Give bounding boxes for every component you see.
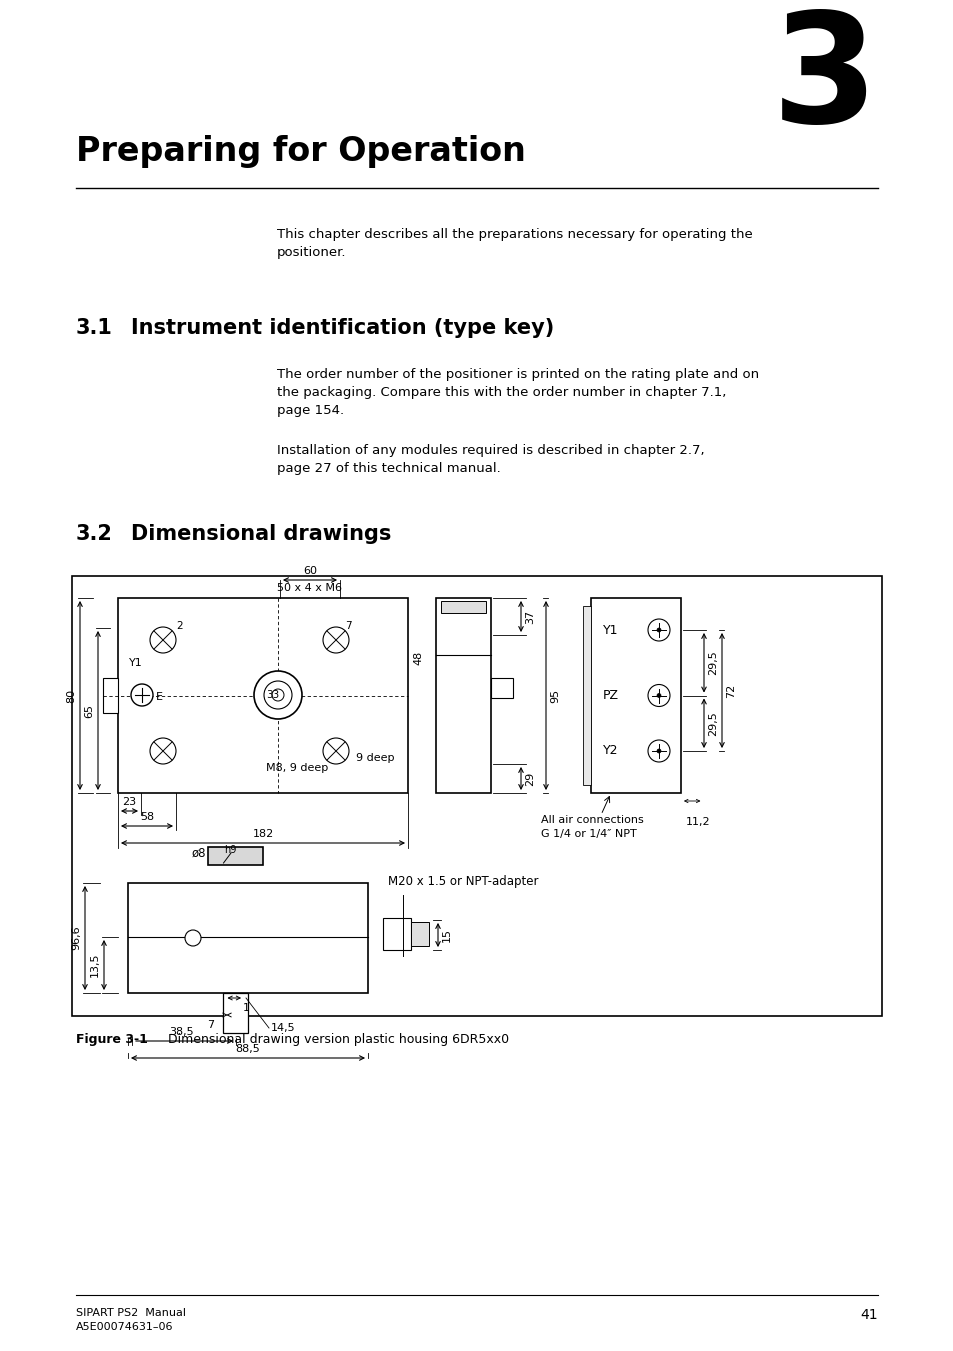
Text: PZ: PZ: [602, 689, 618, 703]
Text: 182: 182: [253, 830, 274, 839]
Text: 88,5: 88,5: [235, 1044, 260, 1054]
Bar: [103, 678, 118, 713]
Circle shape: [150, 738, 175, 765]
Text: 29: 29: [524, 771, 535, 786]
Text: 48: 48: [413, 651, 422, 665]
Bar: [582, 607, 590, 785]
Text: Installation of any modules required is described in chapter 2.7,
page 27 of thi: Installation of any modules required is …: [276, 444, 704, 476]
Circle shape: [150, 627, 175, 653]
Text: 72: 72: [725, 684, 735, 697]
Bar: [436, 598, 491, 793]
Text: 41: 41: [860, 1308, 877, 1323]
Text: 2: 2: [176, 621, 183, 631]
Circle shape: [657, 693, 660, 697]
Circle shape: [647, 740, 669, 762]
Text: 96,6: 96,6: [71, 925, 81, 950]
Text: 58: 58: [140, 812, 153, 821]
Text: 7: 7: [207, 1020, 214, 1029]
Text: h9: h9: [224, 844, 236, 855]
Circle shape: [185, 929, 201, 946]
Bar: [118, 598, 408, 793]
Text: 60: 60: [303, 566, 316, 576]
Bar: [491, 678, 513, 698]
Circle shape: [647, 619, 669, 640]
Circle shape: [647, 685, 669, 707]
Text: M8, 9 deep: M8, 9 deep: [266, 763, 328, 773]
Text: This chapter describes all the preparations necessary for operating the
position: This chapter describes all the preparati…: [276, 228, 752, 259]
Text: 29,5: 29,5: [707, 650, 718, 676]
Text: SIPART PS2  Manual: SIPART PS2 Manual: [76, 1308, 186, 1319]
Text: 50 x 4 x M6: 50 x 4 x M6: [277, 584, 342, 593]
Text: 14,5: 14,5: [271, 1023, 295, 1034]
Text: ø8: ø8: [192, 847, 206, 859]
Text: 23: 23: [122, 797, 136, 807]
Bar: [209, 847, 263, 865]
Text: 3: 3: [771, 5, 877, 155]
Text: Instrument identification (type key): Instrument identification (type key): [131, 317, 554, 338]
Bar: [223, 993, 248, 1034]
Circle shape: [323, 627, 349, 653]
Circle shape: [323, 738, 349, 765]
Text: Y1: Y1: [602, 624, 618, 636]
Text: E: E: [156, 692, 163, 703]
Bar: [128, 884, 368, 993]
Bar: [590, 598, 680, 793]
Text: 80: 80: [66, 689, 76, 703]
Circle shape: [272, 689, 284, 701]
Text: 38,5: 38,5: [170, 1027, 194, 1038]
Text: 13,5: 13,5: [90, 952, 100, 977]
Text: 3.2: 3.2: [76, 524, 112, 544]
Text: M20 x 1.5 or NPT-adapter: M20 x 1.5 or NPT-adapter: [388, 875, 537, 888]
Text: 95: 95: [550, 689, 559, 703]
Text: 65: 65: [84, 704, 94, 717]
Circle shape: [264, 681, 292, 709]
Text: Dimensional drawings: Dimensional drawings: [131, 524, 391, 544]
Circle shape: [131, 684, 152, 707]
Bar: [71, 576, 882, 1016]
Text: All air connections
G 1/4 or 1/4″ NPT: All air connections G 1/4 or 1/4″ NPT: [540, 815, 643, 839]
Text: 33: 33: [266, 690, 279, 700]
Text: Preparing for Operation: Preparing for Operation: [76, 135, 525, 168]
Text: A5E00074631–06: A5E00074631–06: [76, 1323, 173, 1332]
Bar: [411, 921, 429, 946]
Text: 9 deep: 9 deep: [355, 753, 395, 763]
Bar: [382, 917, 411, 950]
Text: 1: 1: [242, 1002, 250, 1013]
Circle shape: [253, 671, 302, 719]
Text: 37: 37: [524, 609, 535, 624]
Text: Y1: Y1: [129, 658, 143, 667]
Text: 15: 15: [441, 928, 452, 942]
Text: The order number of the positioner is printed on the rating plate and on
the pac: The order number of the positioner is pr…: [276, 367, 759, 417]
Text: 7: 7: [344, 621, 351, 631]
Bar: [440, 601, 485, 613]
Text: 11,2: 11,2: [685, 817, 710, 827]
Text: 29,5: 29,5: [707, 711, 718, 736]
Text: Dimensional drawing version plastic housing 6DR5xx0: Dimensional drawing version plastic hous…: [144, 1034, 509, 1046]
Text: Figure 3-1: Figure 3-1: [76, 1034, 148, 1046]
Text: Y2: Y2: [602, 744, 618, 758]
Circle shape: [657, 628, 660, 632]
Circle shape: [657, 748, 660, 753]
Text: 3.1: 3.1: [76, 317, 112, 338]
